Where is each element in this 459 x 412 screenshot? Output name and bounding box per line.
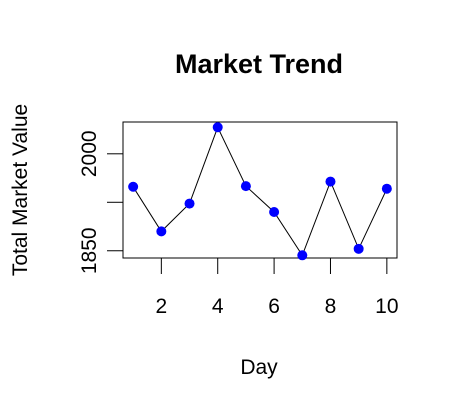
plot-frame: [122, 121, 398, 259]
data-point: [353, 243, 364, 254]
data-point: [156, 226, 167, 237]
series-line: [132, 126, 388, 257]
y-axis: 1850 2000: [78, 130, 124, 274]
chart-title: Market Trend: [175, 49, 343, 79]
data-point: [184, 198, 195, 209]
x-axis: 2 4 6 8 10: [155, 257, 399, 318]
y-tick-label: 2000: [78, 130, 101, 177]
x-tick-label: 8: [325, 295, 337, 318]
y-axis-label: Total Market Value: [9, 104, 32, 276]
data-point: [128, 181, 139, 192]
data-points: [128, 122, 392, 261]
x-tick-label: 2: [155, 295, 167, 318]
x-tick-label: 4: [212, 295, 224, 318]
x-axis-label: Day: [240, 356, 278, 379]
x-tick-label: 10: [375, 295, 398, 318]
y-tick-label: 1850: [78, 227, 101, 274]
data-point: [240, 181, 251, 192]
data-point: [297, 250, 308, 261]
x-tick-label: 6: [268, 295, 280, 318]
data-point: [212, 122, 223, 133]
data-point: [325, 176, 336, 187]
data-point: [381, 183, 392, 194]
data-point: [269, 206, 280, 217]
